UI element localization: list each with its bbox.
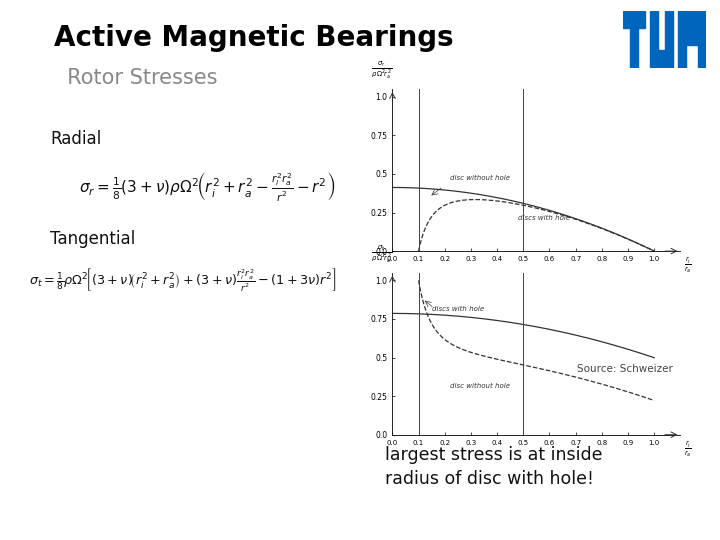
Text: Source: Schweizer: Source: Schweizer <box>577 364 673 375</box>
Bar <box>650 11 658 51</box>
Bar <box>650 51 673 68</box>
Bar <box>698 28 706 68</box>
Text: $\sigma_t = \frac{1}{8}\rho\Omega^2\!\left[(3+\nu)\!\left(r_i^2+r_a^2\right)+(3+: $\sigma_t = \frac{1}{8}\rho\Omega^2\!\le… <box>29 267 336 294</box>
Bar <box>623 11 645 28</box>
Bar <box>630 28 638 68</box>
Text: $\sigma_r = \frac{1}{8}(3+\nu)\rho\Omega^2\!\left(r_i^2+r_a^2-\frac{r_i^2r_a^2}{: $\sigma_r = \frac{1}{8}(3+\nu)\rho\Omega… <box>79 170 336 203</box>
Text: Tangential: Tangential <box>50 230 135 247</box>
Text: disc without hole: disc without hole <box>450 175 510 181</box>
Text: discs with hole: discs with hole <box>518 215 570 221</box>
Text: Rotor Stresses: Rotor Stresses <box>54 68 217 87</box>
Text: Active Magnetic Bearings: Active Magnetic Bearings <box>54 24 454 52</box>
Bar <box>678 11 706 28</box>
Text: $\frac{r_i}{r_a}$: $\frac{r_i}{r_a}$ <box>684 440 692 458</box>
Bar <box>685 28 698 45</box>
Bar <box>678 28 685 68</box>
Bar <box>665 11 673 51</box>
Text: largest stress is at inside
radius of disc with hole!: largest stress is at inside radius of di… <box>385 446 603 489</box>
Text: disc without hole: disc without hole <box>450 383 510 389</box>
Text: $\frac{\sigma_r}{\rho\,\Omega^2\!r_a^2}$: $\frac{\sigma_r}{\rho\,\Omega^2\!r_a^2}$ <box>372 60 392 82</box>
Text: discs with hole: discs with hole <box>432 306 484 312</box>
Text: $\frac{r_i}{r_a}$: $\frac{r_i}{r_a}$ <box>684 256 692 275</box>
Text: Radial: Radial <box>50 130 102 147</box>
Text: $\frac{\sigma_t}{\rho\,\Omega^2\!r_a^2}$: $\frac{\sigma_t}{\rho\,\Omega^2\!r_a^2}$ <box>372 244 392 265</box>
